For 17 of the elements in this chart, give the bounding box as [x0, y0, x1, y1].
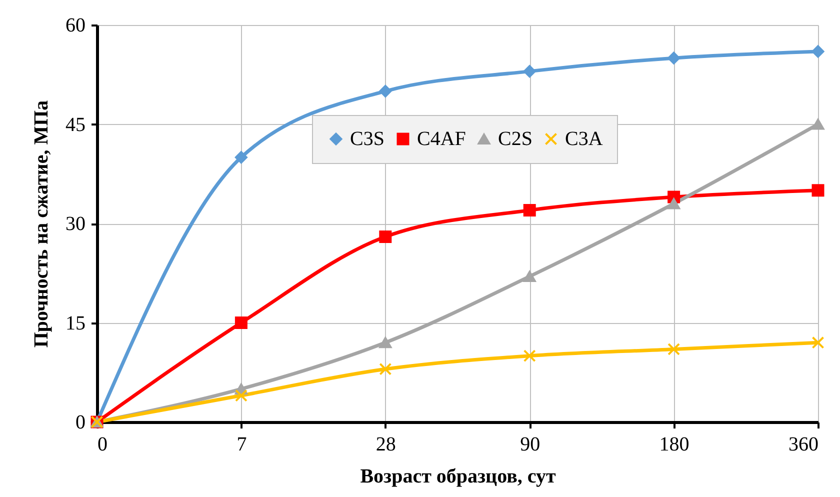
- x-tick-label: 0: [98, 434, 108, 456]
- x-axis-title: Возраст образцов, сут: [360, 466, 556, 488]
- y-tick-label: 45: [66, 114, 86, 136]
- legend-label: C2S: [498, 128, 532, 150]
- x-tick-label: 7: [236, 434, 247, 456]
- x-tick-label: 360: [788, 434, 818, 456]
- legend-label: C4AF: [417, 128, 466, 150]
- legend-label: C3A: [565, 128, 604, 150]
- y-tick-label: 15: [66, 312, 86, 334]
- y-axis-title: Прочность на сжатие, МПа: [30, 100, 52, 348]
- x-tick-label: 90: [520, 434, 540, 456]
- y-tick-label: 0: [76, 412, 86, 434]
- x-tick-label: 180: [659, 434, 690, 456]
- legend-label: C3S: [350, 128, 384, 150]
- x-tick-label: 28: [376, 434, 396, 456]
- y-tick-label: 60: [66, 14, 86, 36]
- y-tick-label: 30: [66, 213, 86, 235]
